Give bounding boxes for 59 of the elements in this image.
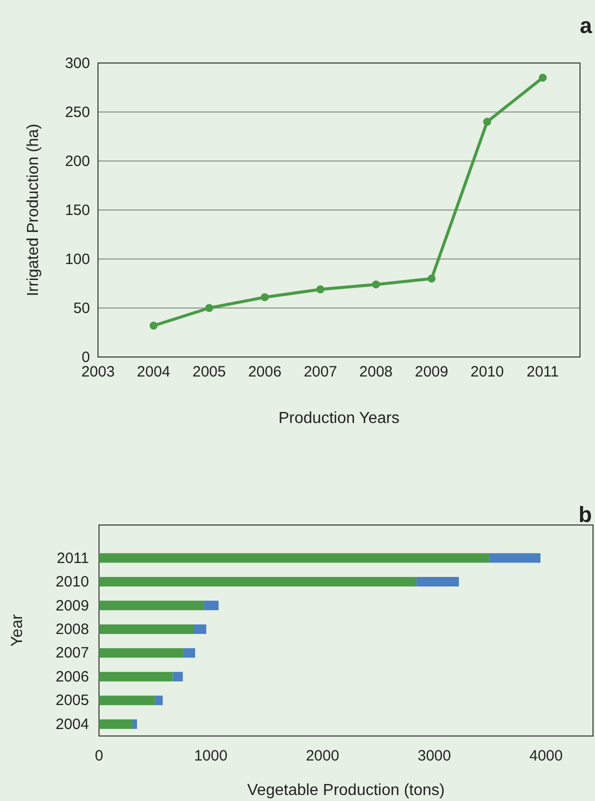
point — [316, 285, 324, 294]
y-tick-label: 2007 — [56, 644, 89, 662]
point — [205, 304, 214, 312]
bar — [489, 553, 540, 563]
bar — [184, 648, 196, 658]
x-tick-label: 1000 — [194, 748, 228, 765]
y-axis-title: Year — [9, 614, 26, 647]
point — [150, 322, 158, 330]
y-tick-label: 150 — [64, 202, 90, 219]
y-tick-label: 2011 — [56, 550, 89, 567]
y-tick-label: 200 — [64, 152, 90, 170]
y-axis-title: Irrigated Production (ha) — [25, 124, 42, 296]
bar — [99, 576, 416, 586]
x-tick-label: 4000 — [529, 748, 563, 765]
point — [428, 274, 436, 283]
bar — [204, 600, 219, 610]
x-axis-title: Vegetable Production (tons) — [247, 782, 445, 799]
bar — [99, 553, 490, 563]
bar — [172, 672, 183, 682]
y-tick-label: 50 — [73, 300, 90, 317]
bar — [99, 648, 184, 658]
bar — [99, 624, 194, 634]
y-tick-label: 2004 — [56, 716, 89, 733]
x-tick-label: 2005 — [192, 364, 226, 381]
y-tick-label: 2008 — [56, 620, 89, 638]
x-tick-label: 2006 — [248, 364, 282, 381]
point — [538, 74, 547, 82]
x-tick-label: 2000 — [306, 748, 340, 765]
point — [483, 118, 492, 126]
bar — [99, 719, 133, 729]
point — [372, 280, 380, 288]
chart-title: a — [580, 13, 593, 38]
bar — [132, 719, 137, 729]
chart-title: b — [578, 502, 592, 527]
y-tick-label: 300 — [64, 54, 90, 72]
x-axis-title: Production Years — [278, 410, 400, 427]
bar — [154, 696, 163, 706]
bar — [99, 600, 204, 610]
bar — [416, 576, 459, 586]
bar — [99, 672, 173, 682]
x-tick-label: 0 — [94, 748, 104, 765]
y-tick-label: 0 — [82, 348, 90, 366]
y-tick-label: 2010 — [56, 574, 89, 591]
y-tick-label: 2006 — [56, 668, 89, 686]
x-tick-label: 2010 — [470, 364, 504, 381]
y-tick-label: 100 — [64, 250, 90, 268]
y-tick-label: 250 — [64, 104, 90, 121]
x-tick-label: 2003 — [81, 364, 115, 381]
x-tick-label: 2008 — [359, 364, 393, 381]
y-tick-label: 2005 — [56, 692, 89, 710]
x-tick-label: 2011 — [526, 364, 559, 381]
x-tick-label: 2009 — [414, 364, 448, 381]
bar — [99, 696, 155, 706]
x-tick-label: 3000 — [418, 748, 451, 765]
bar — [194, 624, 206, 634]
x-tick-label: 2007 — [304, 364, 338, 381]
x-tick-label: 2004 — [136, 364, 170, 381]
y-tick-label: 2009 — [56, 597, 89, 614]
point — [260, 293, 269, 302]
